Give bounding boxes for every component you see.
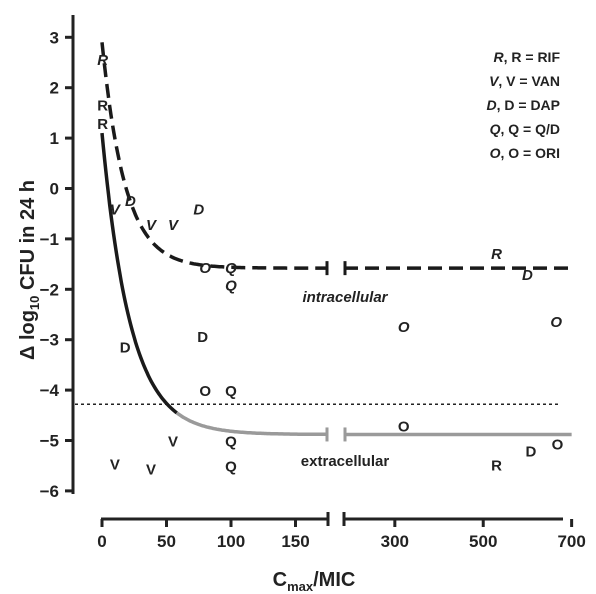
extracellular-point: R <box>97 97 108 114</box>
extracellular-point: O <box>552 437 564 454</box>
legend-entry: D, D = DAP <box>486 97 560 113</box>
extracellular-point: O <box>398 418 410 435</box>
legend-entry: O, O = ORI <box>490 145 560 161</box>
x-tick-label: 0 <box>97 532 106 551</box>
intracellular-point: Q <box>225 277 237 294</box>
extracellular-curve-gray <box>175 411 328 437</box>
intracellular-point: O <box>398 319 410 336</box>
y-tick-label: 3 <box>50 28 59 47</box>
intracellular-point: R <box>491 246 502 263</box>
extracellular-label: extracellular <box>301 453 390 470</box>
intracellular-point: O <box>550 314 562 331</box>
x-tick-label: 50 <box>157 532 176 551</box>
legend-entry: V, V = VAN <box>489 73 560 89</box>
intracellular-label: intracellular <box>302 289 388 306</box>
x-tick-label: 700 <box>557 532 585 551</box>
y-tick-label: −3 <box>40 331 59 350</box>
legend-entry: Q, Q = Q/D <box>490 121 560 137</box>
extracellular-point: D <box>526 444 537 461</box>
legend-entry: R, R = RIF <box>493 49 560 65</box>
extracellular-point: O <box>199 383 211 400</box>
intracellular-point: D <box>125 193 136 210</box>
intracellular-curve <box>100 42 328 270</box>
intracellular-point: V <box>110 202 122 219</box>
extracellular-point: V <box>168 434 178 451</box>
extracellular-point: Q <box>225 459 237 476</box>
extracellular-point: V <box>110 457 120 474</box>
extracellular-point: V <box>146 462 156 479</box>
extracellular-point: R <box>97 116 108 133</box>
intracellular-point: V <box>146 217 158 234</box>
y-tick-label: −2 <box>40 280 59 299</box>
intracellular-point: V <box>168 217 180 234</box>
intracellular-point: D <box>193 202 204 219</box>
y-tick-label: 2 <box>50 79 59 98</box>
extracellular-point: D <box>120 339 131 356</box>
x-tick-label: 300 <box>381 532 409 551</box>
intracellular-point: D <box>522 267 533 284</box>
y-tick-label: −1 <box>40 230 59 249</box>
y-tick-label: −5 <box>40 432 59 451</box>
legend: R, R = RIF V, V = VAN D, D = DAP Q, Q = Q/D… <box>486 49 560 161</box>
x-tick-label: 100 <box>217 532 245 551</box>
intracellular-point: Q <box>225 260 237 277</box>
y-axis-title: Δ log10 CFU in 24 h <box>17 180 42 360</box>
intracellular-point: R <box>97 52 108 69</box>
extracellular-point: Q <box>225 434 237 451</box>
y-tick-label: −4 <box>40 381 60 400</box>
intracellular-point: O <box>199 260 211 277</box>
extracellular-point: R <box>491 458 502 475</box>
y-tick-label: 1 <box>50 129 59 148</box>
x-axis-title: Cmax/MIC <box>273 569 356 594</box>
x-tick-label: 500 <box>469 532 497 551</box>
y-tick-label: −6 <box>40 482 59 501</box>
y-tick-label: 0 <box>50 180 59 199</box>
extracellular-point: D <box>197 329 208 346</box>
x-tick-label: 150 <box>281 532 309 551</box>
extracellular-point: Q <box>225 383 237 400</box>
extracellular-curve-dark <box>100 132 178 415</box>
